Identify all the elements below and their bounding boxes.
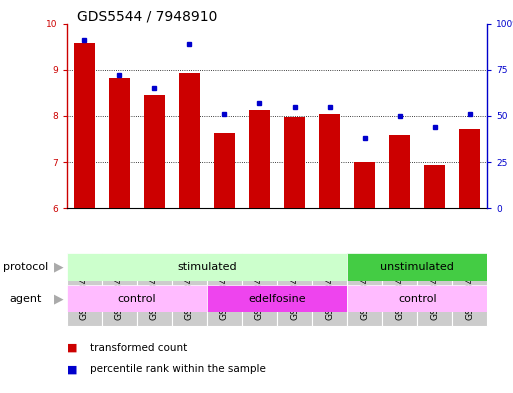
Text: ▶: ▶ [54, 261, 64, 274]
Text: ■: ■ [67, 364, 77, 375]
Bar [214, 134, 235, 208]
Text: GSM1084279: GSM1084279 [325, 260, 334, 320]
Text: edelfosine: edelfosine [248, 294, 306, 304]
FancyBboxPatch shape [277, 253, 312, 326]
FancyBboxPatch shape [417, 253, 452, 326]
Bar [284, 117, 305, 208]
FancyBboxPatch shape [67, 253, 102, 326]
Text: GSM1084278: GSM1084278 [290, 260, 299, 320]
FancyBboxPatch shape [347, 253, 382, 326]
FancyBboxPatch shape [242, 253, 277, 326]
Bar [74, 44, 95, 208]
FancyBboxPatch shape [207, 253, 242, 326]
Text: GDS5544 / 7948910: GDS5544 / 7948910 [77, 10, 218, 24]
Text: GSM1084276: GSM1084276 [220, 260, 229, 320]
Text: GSM1084277: GSM1084277 [255, 260, 264, 320]
FancyBboxPatch shape [102, 253, 137, 326]
Text: protocol: protocol [3, 262, 48, 272]
Bar [459, 129, 480, 208]
Text: GSM1084275: GSM1084275 [185, 260, 194, 320]
Text: GSM1084262: GSM1084262 [430, 260, 439, 320]
Text: GSM1084260: GSM1084260 [360, 260, 369, 320]
FancyBboxPatch shape [312, 253, 347, 326]
Text: ■: ■ [67, 343, 77, 353]
FancyBboxPatch shape [452, 253, 487, 326]
FancyBboxPatch shape [382, 253, 417, 326]
FancyBboxPatch shape [207, 285, 347, 312]
Text: GSM1084261: GSM1084261 [395, 260, 404, 320]
Text: unstimulated: unstimulated [380, 262, 454, 272]
Bar [424, 165, 445, 208]
FancyBboxPatch shape [172, 253, 207, 326]
FancyBboxPatch shape [347, 285, 487, 312]
Text: GSM1084272: GSM1084272 [80, 260, 89, 320]
Text: transformed count: transformed count [90, 343, 187, 353]
Text: ▶: ▶ [54, 292, 64, 305]
Bar [319, 114, 340, 208]
Bar [179, 73, 200, 208]
Text: agent: agent [9, 294, 42, 304]
Text: stimulated: stimulated [177, 262, 236, 272]
Text: GSM1084263: GSM1084263 [465, 260, 475, 320]
Bar [109, 78, 130, 208]
FancyBboxPatch shape [347, 253, 487, 281]
Text: GSM1084274: GSM1084274 [150, 260, 159, 320]
Text: control: control [117, 294, 156, 304]
FancyBboxPatch shape [67, 285, 207, 312]
Text: percentile rank within the sample: percentile rank within the sample [90, 364, 266, 375]
FancyBboxPatch shape [67, 253, 347, 281]
Bar [249, 110, 270, 208]
Bar [144, 95, 165, 208]
Bar [389, 135, 410, 208]
Text: GSM1084273: GSM1084273 [115, 260, 124, 320]
Text: control: control [398, 294, 437, 304]
Bar [354, 162, 375, 208]
FancyBboxPatch shape [137, 253, 172, 326]
